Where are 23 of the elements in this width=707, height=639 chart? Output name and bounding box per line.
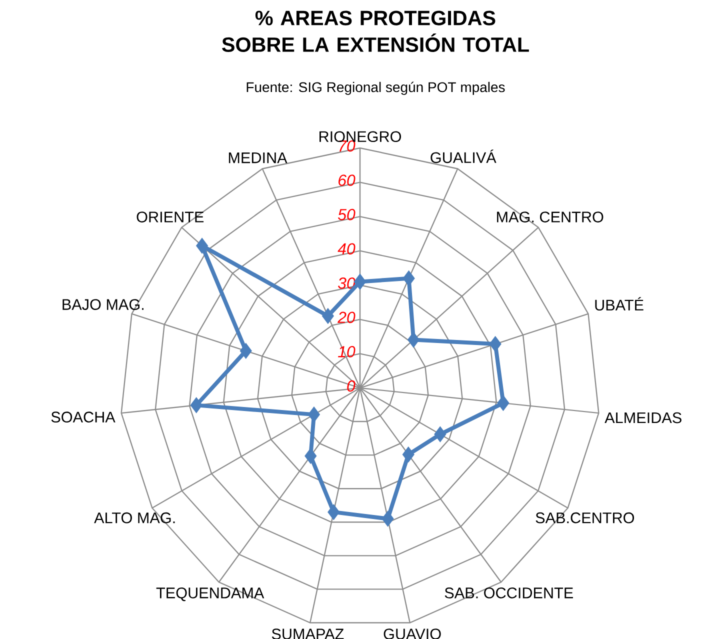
chart-subtitle: Fuente: SIG Regional según POT mpales (246, 82, 505, 95)
chart-title: % AREAS PROTEGIDAS SOBRE LA EXTENSIÓN TOTAL (222, 10, 529, 52)
spoke-label: MEDINA (228, 152, 288, 164)
spoke-label: TEQUENDAMA (156, 588, 264, 602)
y-tick-label: 50 (338, 208, 356, 220)
spoke-label: ALTO MAG. (94, 512, 175, 524)
y-tick-label: 40 (338, 243, 356, 255)
y-tick-label: 20 (338, 312, 356, 324)
spoke-label: SAB.CENTRO (536, 512, 634, 524)
y-tick-label: 0 (347, 380, 356, 392)
spoke-label: SUMAPAZ (272, 628, 344, 639)
y-tick-label: 60 (338, 174, 356, 186)
spoke-label: ALMEIDAS (604, 412, 682, 424)
spoke-label: SAB. OCCIDENTE (444, 588, 573, 598)
spoke-label: ORIENTE (136, 212, 204, 222)
spoke-label: MAG. CENTRO (497, 212, 604, 222)
y-tick-label: 10 (338, 346, 356, 358)
spoke-label: GUALIVÁ (430, 150, 496, 164)
spoke-label: SOACHA (51, 412, 116, 423)
spoke-label: GUAVIO (384, 628, 441, 639)
spoke-label: UBATÉ (595, 297, 644, 311)
spoke-label: BAJO MAG. (62, 299, 144, 310)
spoke-label: RIONEGRO (320, 131, 402, 142)
